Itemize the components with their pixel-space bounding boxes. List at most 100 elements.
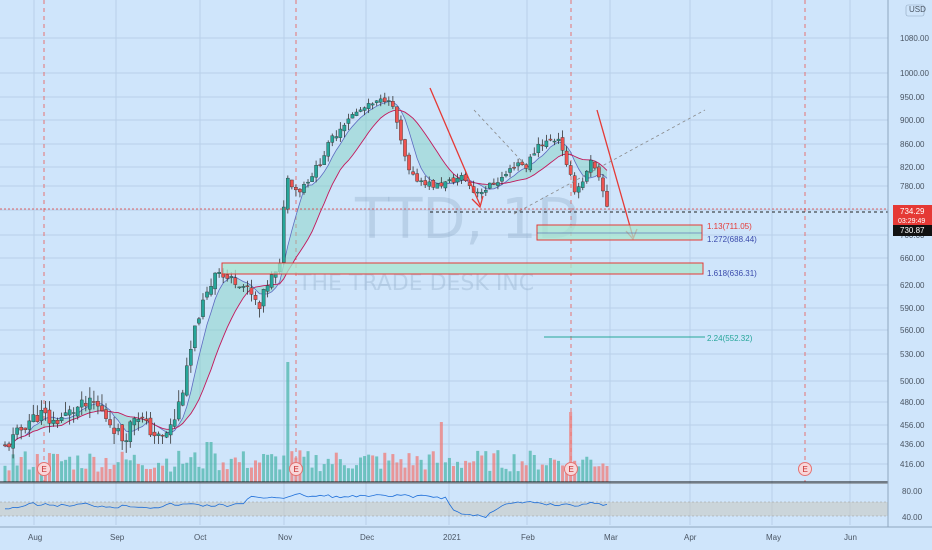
candle-body[interactable] xyxy=(403,139,406,156)
candle-body[interactable] xyxy=(137,419,140,421)
candle-body[interactable] xyxy=(521,162,524,165)
candle-body[interactable] xyxy=(375,101,378,103)
candle-body[interactable] xyxy=(411,172,414,175)
candle-body[interactable] xyxy=(246,286,249,287)
candle-body[interactable] xyxy=(347,119,350,124)
candle-body[interactable] xyxy=(565,151,568,165)
candle-body[interactable] xyxy=(545,141,548,147)
candle-body[interactable] xyxy=(258,302,261,308)
candle-body[interactable] xyxy=(561,137,564,150)
candle-body[interactable] xyxy=(32,415,35,422)
candle-body[interactable] xyxy=(302,184,305,192)
candle-body[interactable] xyxy=(24,428,27,430)
candle-body[interactable] xyxy=(76,407,79,416)
candle-body[interactable] xyxy=(11,435,14,449)
candle-body[interactable] xyxy=(323,156,326,165)
candle-body[interactable] xyxy=(104,410,107,419)
candle-body[interactable] xyxy=(436,183,439,188)
candle-body[interactable] xyxy=(52,420,55,423)
candle-body[interactable] xyxy=(218,272,221,273)
candle-body[interactable] xyxy=(68,410,71,415)
candle-body[interactable] xyxy=(286,178,289,209)
candle-body[interactable] xyxy=(270,275,273,288)
candle-body[interactable] xyxy=(541,145,544,146)
candle-body[interactable] xyxy=(242,286,245,287)
candle-body[interactable] xyxy=(213,273,216,289)
candle-body[interactable] xyxy=(153,432,156,436)
candle-body[interactable] xyxy=(141,417,144,418)
candle-body[interactable] xyxy=(456,178,459,182)
candle-body[interactable] xyxy=(420,181,423,182)
candle-body[interactable] xyxy=(177,402,180,419)
candle-body[interactable] xyxy=(282,207,285,262)
candle-body[interactable] xyxy=(205,292,208,297)
candle-body[interactable] xyxy=(480,192,483,194)
candle-body[interactable] xyxy=(157,434,160,436)
candle-body[interactable] xyxy=(165,433,168,438)
candle-body[interactable] xyxy=(569,165,572,174)
candle-body[interactable] xyxy=(100,406,103,411)
candle-body[interactable] xyxy=(504,174,507,176)
candle-body[interactable] xyxy=(448,180,451,181)
candle-body[interactable] xyxy=(517,163,520,166)
candle-body[interactable] xyxy=(112,428,115,434)
candle-body[interactable] xyxy=(96,401,99,406)
candle-body[interactable] xyxy=(383,98,386,102)
candle-body[interactable] xyxy=(581,182,584,188)
candle-body[interactable] xyxy=(605,191,608,206)
candle-body[interactable] xyxy=(537,144,540,153)
candle-body[interactable] xyxy=(319,165,322,166)
resistance-zone-box[interactable] xyxy=(222,263,703,274)
candle-body[interactable] xyxy=(209,286,212,294)
candle-body[interactable] xyxy=(460,175,463,180)
candle-body[interactable] xyxy=(327,142,330,156)
candle-body[interactable] xyxy=(484,190,487,192)
candle-body[interactable] xyxy=(432,180,435,187)
candle-body[interactable] xyxy=(28,421,31,430)
candle-body[interactable] xyxy=(254,295,257,299)
candle-body[interactable] xyxy=(40,410,43,420)
candle-body[interactable] xyxy=(298,189,301,192)
candle-body[interactable] xyxy=(161,435,164,436)
candle-body[interactable] xyxy=(133,418,136,425)
candle-body[interactable] xyxy=(185,366,188,395)
candle-body[interactable] xyxy=(72,413,75,414)
candle-body[interactable] xyxy=(496,182,499,185)
candle-body[interactable] xyxy=(238,287,241,288)
candle-body[interactable] xyxy=(488,183,491,188)
candle-body[interactable] xyxy=(573,176,576,192)
candle-body[interactable] xyxy=(80,400,83,407)
candle-body[interactable] xyxy=(363,108,366,111)
candle-body[interactable] xyxy=(306,182,309,183)
candle-body[interactable] xyxy=(36,415,39,421)
candle-body[interactable] xyxy=(533,154,536,156)
candle-body[interactable] xyxy=(476,192,479,193)
candle-body[interactable] xyxy=(92,401,95,402)
candle-body[interactable] xyxy=(529,157,532,170)
candle-body[interactable] xyxy=(181,393,184,405)
candle-body[interactable] xyxy=(193,326,196,348)
candle-body[interactable] xyxy=(7,444,10,447)
candle-body[interactable] xyxy=(577,187,580,193)
candle-body[interactable] xyxy=(226,275,229,279)
candle-body[interactable] xyxy=(149,418,152,435)
candle-body[interactable] xyxy=(428,182,431,186)
candle-body[interactable] xyxy=(88,398,91,409)
candle-body[interactable] xyxy=(173,420,176,427)
candle-body[interactable] xyxy=(387,101,390,102)
candle-body[interactable] xyxy=(335,136,338,138)
candle-body[interactable] xyxy=(262,289,265,306)
candle-body[interactable] xyxy=(64,413,67,416)
candle-body[interactable] xyxy=(339,129,342,138)
candle-body[interactable] xyxy=(407,155,410,170)
candle-body[interactable] xyxy=(3,445,6,446)
candle-body[interactable] xyxy=(108,420,111,425)
candle-body[interactable] xyxy=(585,171,588,181)
candle-body[interactable] xyxy=(512,167,515,168)
candle-body[interactable] xyxy=(525,165,528,169)
candle-body[interactable] xyxy=(355,112,358,116)
candle-body[interactable] xyxy=(371,104,374,105)
candle-body[interactable] xyxy=(294,187,297,190)
candle-body[interactable] xyxy=(230,276,233,277)
